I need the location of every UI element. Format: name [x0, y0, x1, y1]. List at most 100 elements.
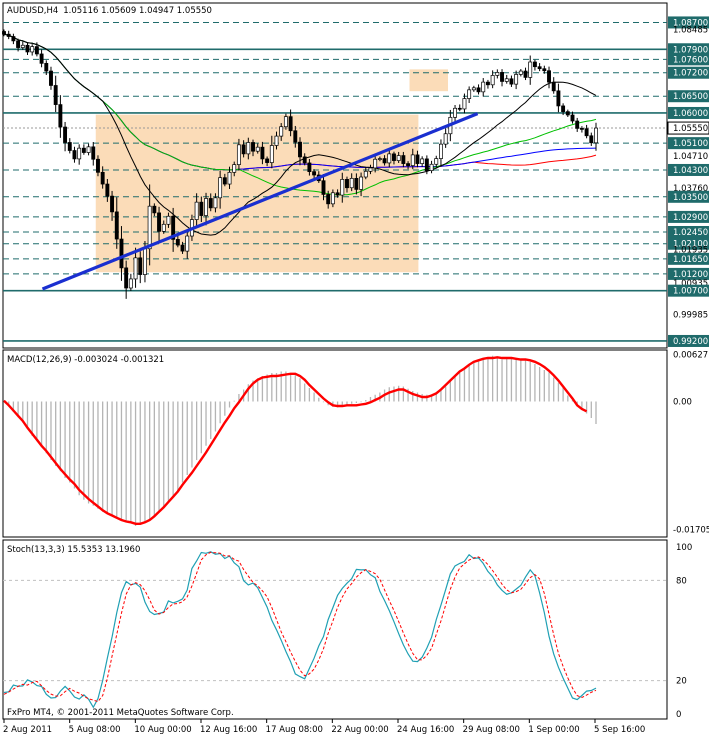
price-axis-label: 1.04300 — [673, 166, 708, 176]
candle — [340, 172, 345, 203]
candle — [349, 173, 354, 192]
candle — [424, 155, 429, 175]
candle — [128, 273, 133, 291]
level-tag — [668, 267, 709, 280]
candle — [382, 155, 387, 166]
time-axis-label: 22 Aug 00:00 — [331, 725, 388, 735]
candle — [199, 196, 204, 223]
candle — [485, 79, 490, 89]
price-axis-label: 1.00700 — [673, 287, 708, 297]
macd-axis: 0.00627 0.00 -0.01705 — [673, 350, 709, 535]
price-axis-label: 1.01650 — [673, 255, 708, 265]
candle — [537, 63, 542, 72]
candle — [359, 172, 364, 197]
price-axis-label: 1.01200 — [673, 270, 708, 280]
candle — [377, 156, 382, 162]
candle — [16, 38, 21, 52]
candle — [392, 151, 396, 165]
candle — [410, 148, 415, 170]
stoch-axis-label: 80 — [676, 576, 687, 586]
candle — [321, 174, 326, 201]
price-axis-label: 1.00935 — [673, 279, 708, 289]
candle — [467, 86, 472, 103]
level-tag — [668, 90, 709, 103]
price-axis-label: 1.07600 — [673, 55, 708, 65]
candle — [138, 251, 143, 284]
candle — [476, 84, 481, 95]
candle — [236, 138, 241, 171]
price-axis-label: 1.02100 — [673, 240, 708, 250]
support-trendline — [41, 112, 479, 291]
candle — [579, 126, 584, 133]
price-axis-label: 1.05100 — [673, 139, 708, 149]
macd-signal — [3, 356, 588, 525]
macd-histogram — [3, 355, 597, 526]
candle — [471, 85, 476, 92]
candle — [312, 169, 317, 179]
candle — [575, 117, 580, 132]
macd-panel-frame — [2, 349, 668, 538]
macd-axis-label: 0.00 — [673, 398, 692, 408]
candle — [133, 247, 138, 288]
stoch-axis: 100 80 20 0 — [676, 543, 692, 720]
candle — [401, 151, 406, 168]
stoch-panel-frame — [2, 539, 668, 720]
candle — [96, 155, 100, 177]
candle — [119, 226, 124, 281]
candle — [34, 42, 39, 57]
time-axis-label: 12 Aug 16:00 — [200, 725, 257, 735]
candle — [185, 230, 190, 259]
candle — [255, 143, 260, 154]
price-axis-label: 1.07900 — [673, 45, 708, 55]
candle — [260, 141, 265, 165]
candle — [166, 212, 171, 228]
candle — [20, 41, 25, 51]
stoch-axis-label: 0 — [676, 710, 681, 720]
macd-axis-label: 0.00627 — [673, 350, 708, 360]
time-axis: 2 Aug 2011 5 Aug 08:00 10 Aug 00:00 12 Aug … — [3, 719, 645, 735]
candle — [67, 138, 72, 154]
candle — [373, 155, 378, 173]
candle — [227, 166, 232, 189]
candle — [551, 77, 556, 94]
level-tag — [668, 16, 709, 29]
candle — [25, 42, 30, 55]
candle — [222, 173, 227, 187]
candle — [251, 139, 255, 157]
candle — [462, 93, 467, 114]
candle — [152, 203, 157, 217]
candle — [542, 65, 547, 74]
candle — [532, 59, 537, 71]
candle — [11, 33, 16, 45]
candle — [63, 121, 68, 152]
candle — [100, 166, 105, 189]
price-axis-label: 1.01935 — [673, 245, 708, 255]
price-axis-label: 1.07200 — [673, 69, 708, 79]
candle — [194, 193, 199, 227]
candle — [547, 66, 551, 89]
candle — [500, 69, 504, 87]
candle — [326, 190, 331, 209]
price-axis-label: 1.03500 — [673, 193, 708, 203]
price-axis-label: 1.06500 — [673, 92, 708, 102]
price-axis-label: 1.08700 — [673, 18, 708, 28]
candle — [415, 150, 420, 168]
price-axis-label: 1.02900 — [673, 213, 708, 223]
candle — [406, 161, 411, 170]
candle — [232, 161, 237, 177]
candle — [72, 146, 77, 163]
candle — [30, 44, 35, 56]
price-axis-label: 0.99200 — [673, 337, 708, 347]
level-tag — [668, 334, 709, 347]
candle — [208, 193, 213, 212]
candle — [354, 173, 359, 195]
candle — [293, 125, 298, 148]
candles — [2, 29, 598, 299]
time-axis-label: 2 Aug 2011 — [3, 725, 52, 735]
price-axis-label: 0.99985 — [673, 311, 708, 321]
price-axis-label: 1.02450 — [673, 228, 708, 238]
current-price-tag — [667, 121, 709, 135]
time-axis-label: 24 Aug 16:00 — [397, 725, 454, 735]
level-tag — [668, 163, 709, 176]
